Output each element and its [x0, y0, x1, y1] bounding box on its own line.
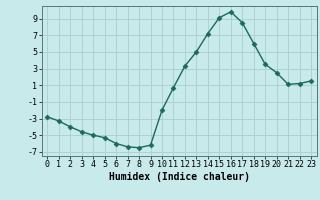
X-axis label: Humidex (Indice chaleur): Humidex (Indice chaleur)	[109, 172, 250, 182]
